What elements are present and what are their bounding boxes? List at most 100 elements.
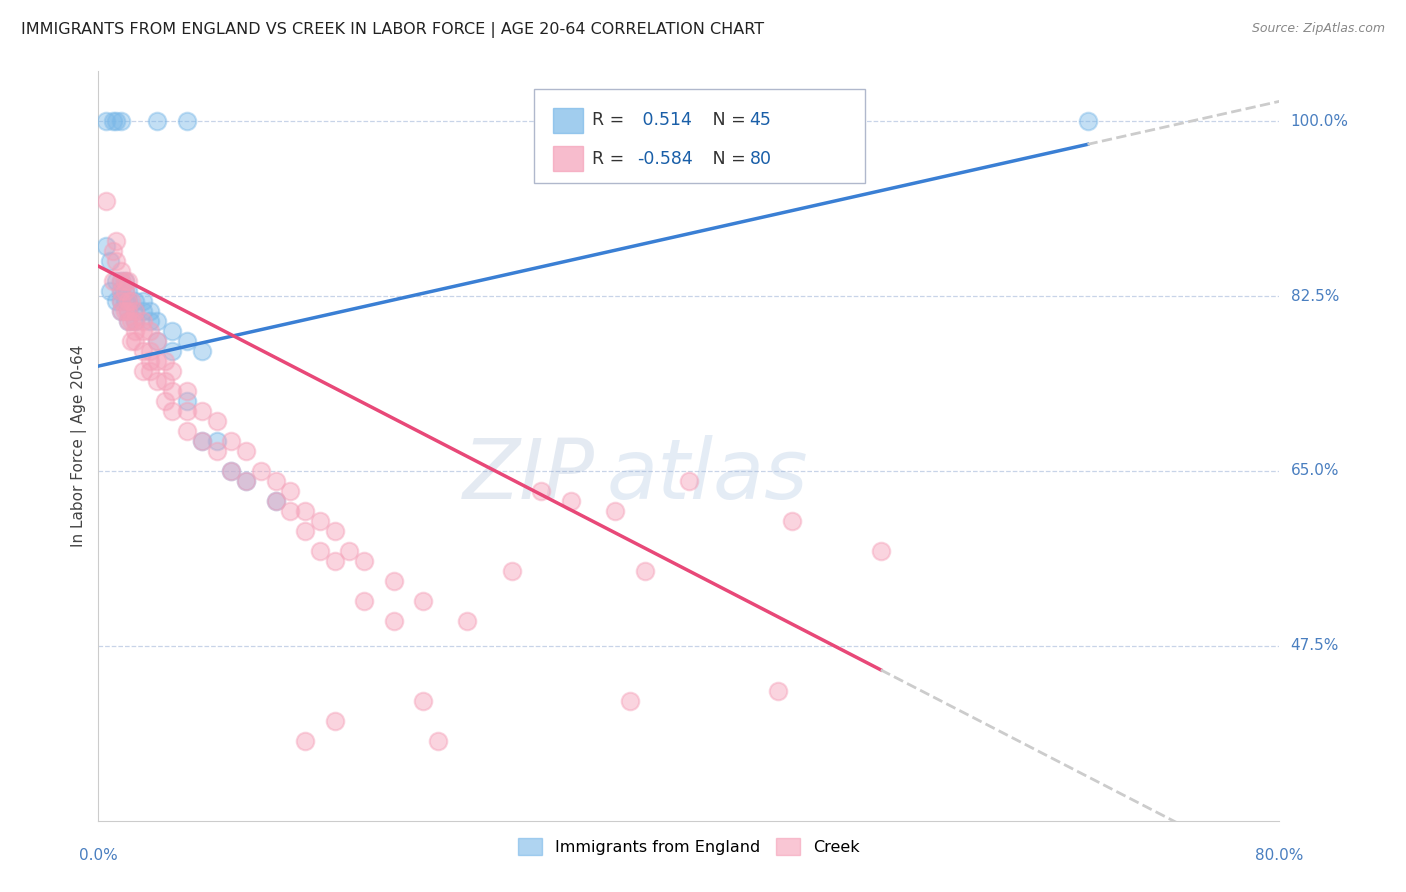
Point xyxy=(132,344,155,359)
Text: 0.514: 0.514 xyxy=(637,112,692,129)
Point xyxy=(114,274,136,288)
Point xyxy=(235,474,257,488)
Point xyxy=(619,694,641,708)
Point xyxy=(221,464,243,478)
Point xyxy=(117,304,139,318)
Point xyxy=(162,324,183,338)
Point xyxy=(120,314,142,328)
Point xyxy=(162,384,183,398)
Point xyxy=(191,404,214,418)
Text: IMMIGRANTS FROM ENGLAND VS CREEK IN LABOR FORCE | AGE 20-64 CORRELATION CHART: IMMIGRANTS FROM ENGLAND VS CREEK IN LABO… xyxy=(21,22,765,38)
Point xyxy=(139,314,162,328)
Point xyxy=(103,274,125,288)
Point xyxy=(205,434,228,448)
Point xyxy=(412,694,434,708)
Text: 80: 80 xyxy=(749,150,772,168)
Text: 0.0%: 0.0% xyxy=(79,848,118,863)
Point xyxy=(382,614,405,628)
Legend: Immigrants from England, Creek: Immigrants from England, Creek xyxy=(512,832,866,862)
Point xyxy=(323,524,346,538)
Point xyxy=(162,404,183,418)
Point xyxy=(634,564,657,578)
Point xyxy=(280,483,302,498)
Point xyxy=(94,194,117,209)
Point xyxy=(264,474,287,488)
Point xyxy=(176,114,198,128)
Point xyxy=(139,324,162,338)
Point xyxy=(110,284,132,298)
Point xyxy=(139,364,162,378)
Point xyxy=(412,594,434,608)
Point xyxy=(114,294,136,309)
Point xyxy=(110,294,132,309)
Point xyxy=(124,324,146,338)
Text: -0.584: -0.584 xyxy=(637,150,693,168)
Point xyxy=(117,284,139,298)
Point xyxy=(176,334,198,348)
Point xyxy=(110,294,132,309)
Y-axis label: In Labor Force | Age 20-64: In Labor Force | Age 20-64 xyxy=(72,345,87,547)
Point xyxy=(117,294,139,309)
Point xyxy=(560,494,582,508)
Point xyxy=(105,114,128,128)
Text: N =: N = xyxy=(707,150,751,168)
Text: 82.5%: 82.5% xyxy=(1291,289,1339,303)
Point xyxy=(323,554,346,568)
Point xyxy=(146,354,169,368)
Point xyxy=(191,434,214,448)
Point xyxy=(103,244,125,259)
Point xyxy=(250,464,273,478)
Point xyxy=(457,614,479,628)
Point xyxy=(117,314,139,328)
Point xyxy=(132,304,155,318)
Point xyxy=(114,284,136,298)
Point xyxy=(382,574,405,588)
Point xyxy=(264,494,287,508)
Point xyxy=(110,284,132,298)
Point xyxy=(294,524,316,538)
Point xyxy=(98,254,121,268)
Point xyxy=(339,544,361,558)
Point xyxy=(132,364,155,378)
Point xyxy=(176,384,198,398)
Point xyxy=(114,284,136,298)
Point xyxy=(94,239,117,253)
Point xyxy=(294,504,316,518)
Point xyxy=(146,334,169,348)
Text: 80.0%: 80.0% xyxy=(1256,848,1303,863)
Point xyxy=(110,304,132,318)
Point xyxy=(110,114,132,128)
Point xyxy=(153,374,176,388)
Point xyxy=(124,294,146,309)
Point xyxy=(153,394,176,409)
Point xyxy=(132,314,155,328)
Text: 47.5%: 47.5% xyxy=(1291,639,1339,653)
Point xyxy=(146,374,169,388)
Point xyxy=(132,324,155,338)
Point xyxy=(870,544,893,558)
Text: atlas: atlas xyxy=(606,435,808,516)
Point xyxy=(221,464,243,478)
Point xyxy=(120,334,142,348)
Point xyxy=(117,274,139,288)
Point xyxy=(124,334,146,348)
Point xyxy=(139,344,162,359)
Point xyxy=(162,344,183,359)
Point xyxy=(530,483,553,498)
Point xyxy=(124,314,146,328)
Text: N =: N = xyxy=(707,112,751,129)
Point xyxy=(605,504,627,518)
Point xyxy=(153,354,176,368)
Point xyxy=(235,474,257,488)
Text: R =: R = xyxy=(592,112,630,129)
Point xyxy=(117,304,139,318)
Text: ZIP: ZIP xyxy=(463,435,595,516)
Text: Source: ZipAtlas.com: Source: ZipAtlas.com xyxy=(1251,22,1385,36)
Point xyxy=(353,554,375,568)
Point xyxy=(139,304,162,318)
Point xyxy=(309,514,332,528)
Point xyxy=(146,334,169,348)
Point xyxy=(205,414,228,428)
Point xyxy=(110,274,132,288)
Point xyxy=(1077,114,1099,128)
